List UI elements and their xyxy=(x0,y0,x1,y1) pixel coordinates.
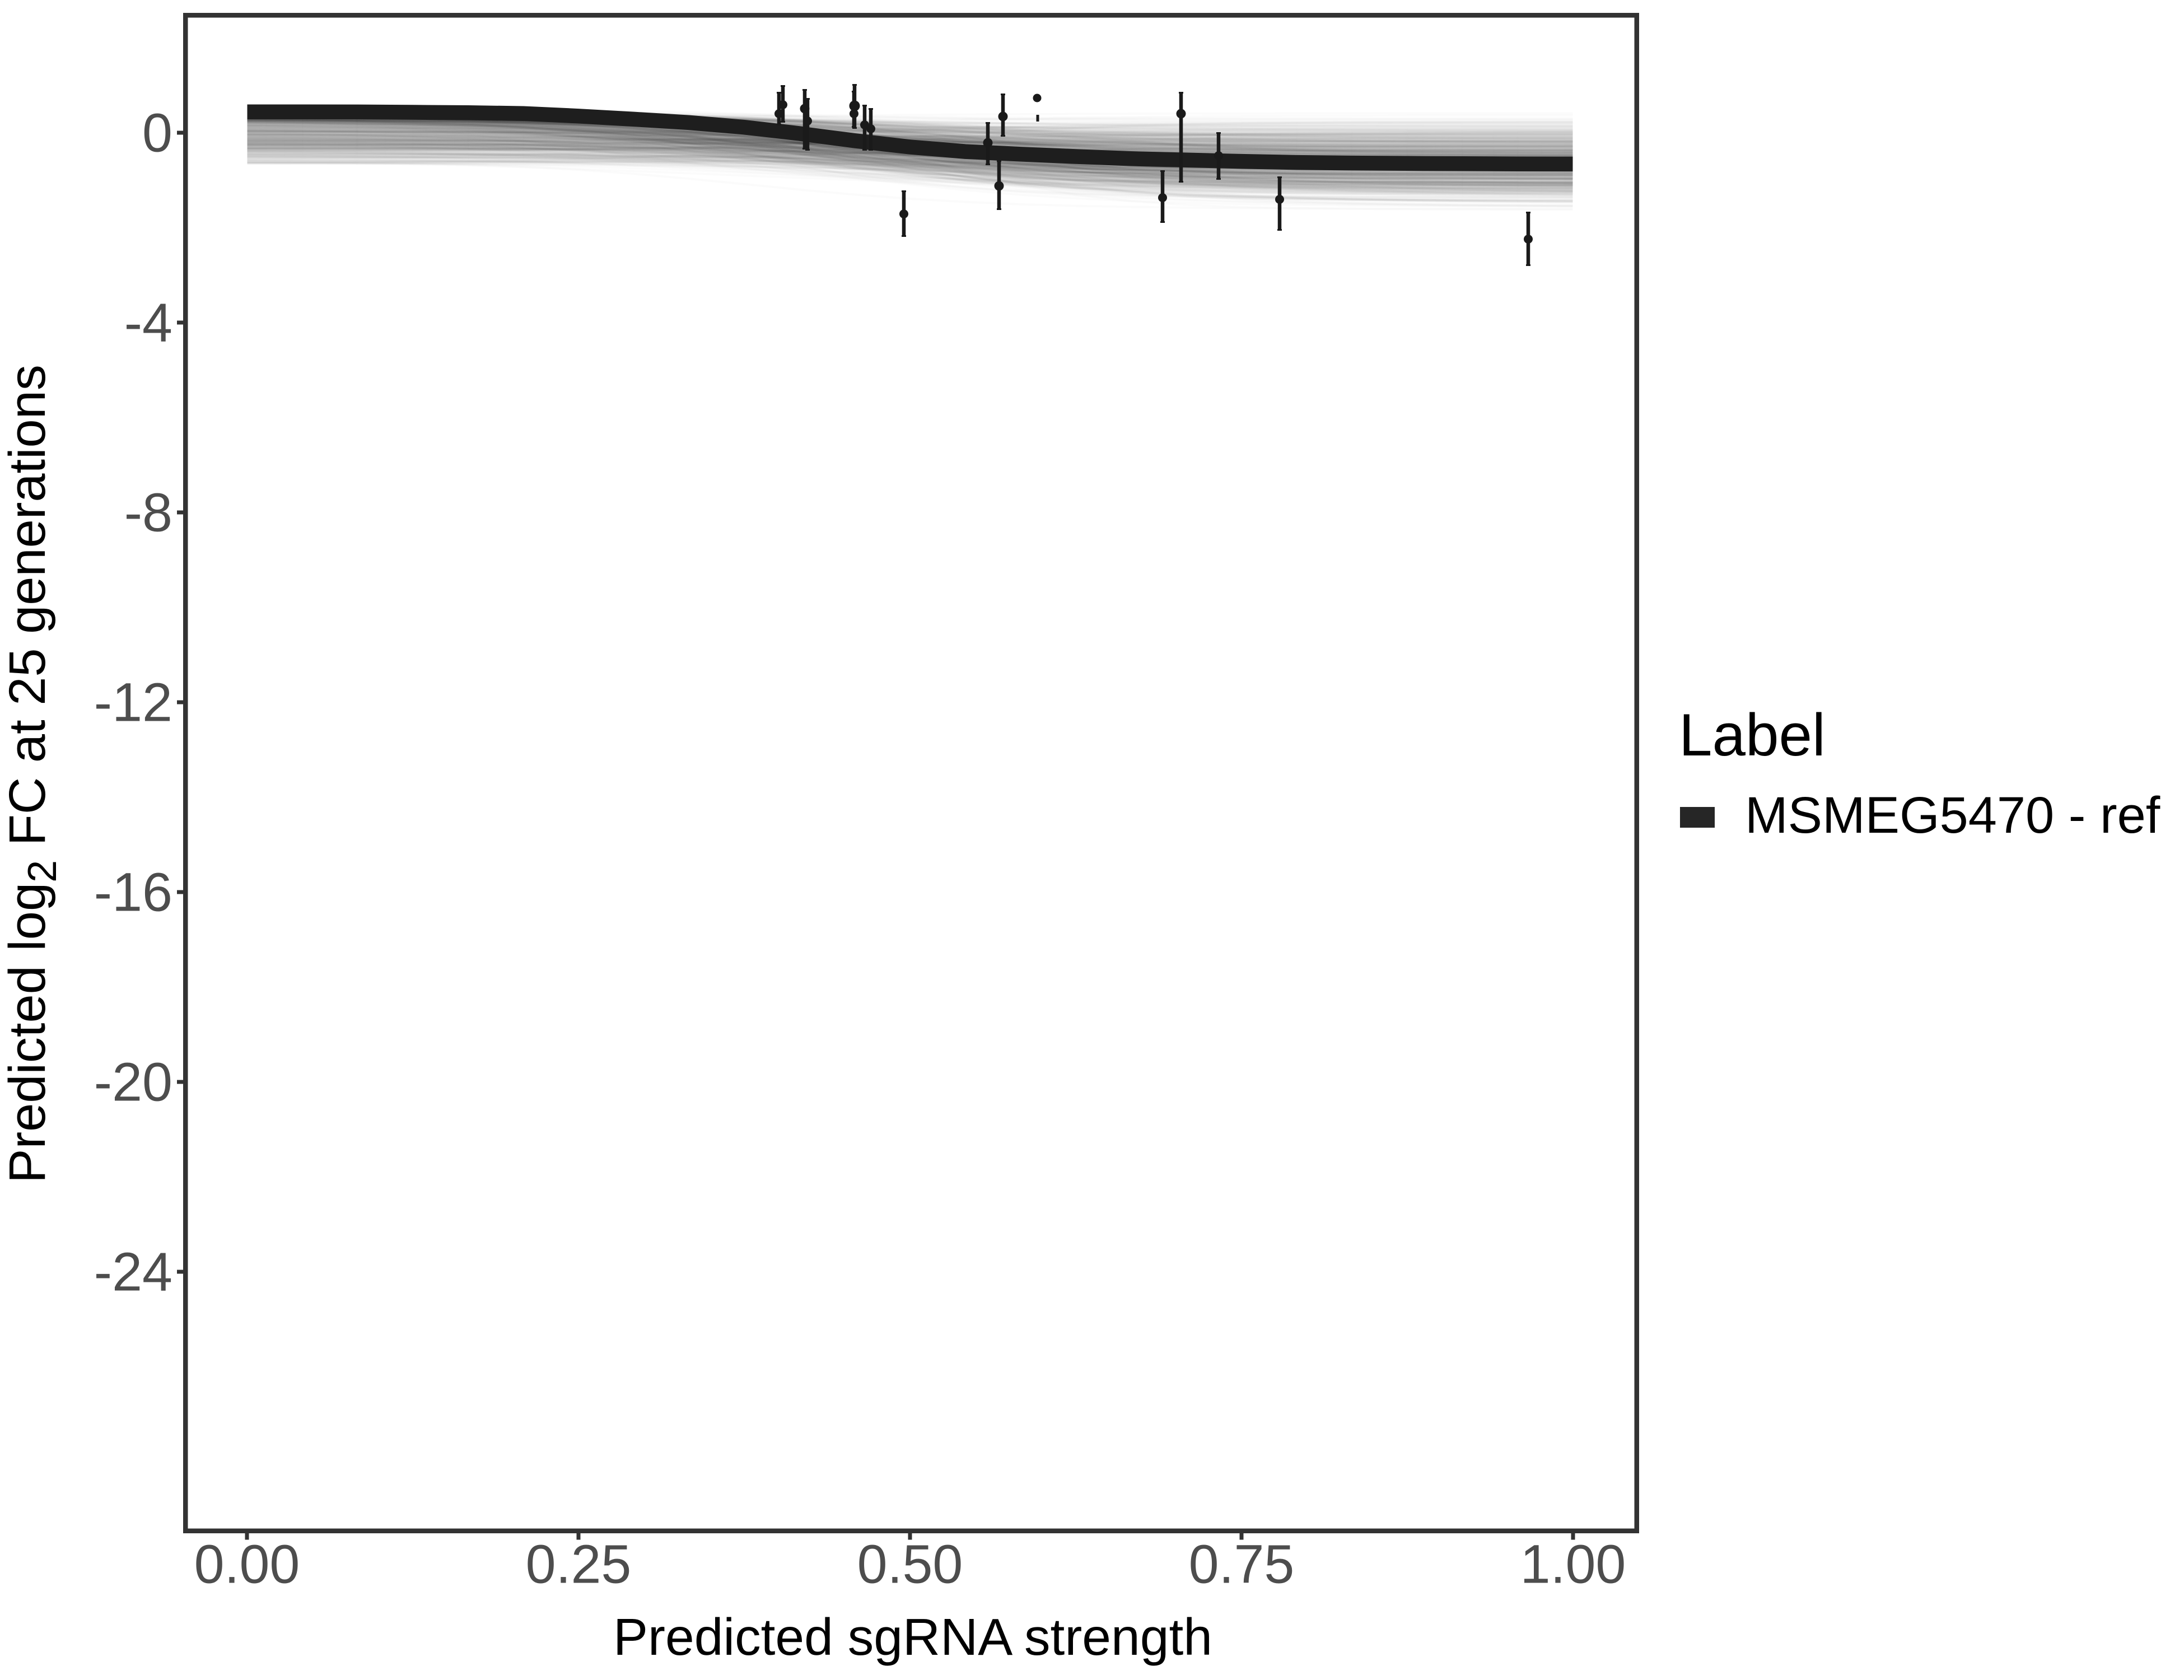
svg-text:-8: -8 xyxy=(124,482,172,543)
svg-text:0.75: 0.75 xyxy=(1189,1534,1295,1595)
svg-text:0.00: 0.00 xyxy=(194,1534,300,1595)
svg-text:-24: -24 xyxy=(94,1242,172,1303)
svg-text:-4: -4 xyxy=(124,292,172,353)
svg-text:0.50: 0.50 xyxy=(857,1534,963,1595)
svg-text:-12: -12 xyxy=(94,672,172,733)
svg-text:-20: -20 xyxy=(94,1052,172,1113)
svg-text:1.00: 1.00 xyxy=(1520,1534,1626,1595)
svg-text:0.25: 0.25 xyxy=(526,1534,632,1595)
svg-text:-16: -16 xyxy=(94,862,172,923)
svg-text:Predicted log2 FC at 25 gener: Predicted log2 FC at 25 generations xyxy=(0,365,65,1183)
svg-text:MSMEG5470 - ref: MSMEG5470 - ref xyxy=(1745,787,2160,844)
svg-text:Predicted sgRNA strength: Predicted sgRNA strength xyxy=(613,1608,1212,1666)
svg-text:Label: Label xyxy=(1679,701,1826,768)
svg-text:0: 0 xyxy=(142,102,172,164)
